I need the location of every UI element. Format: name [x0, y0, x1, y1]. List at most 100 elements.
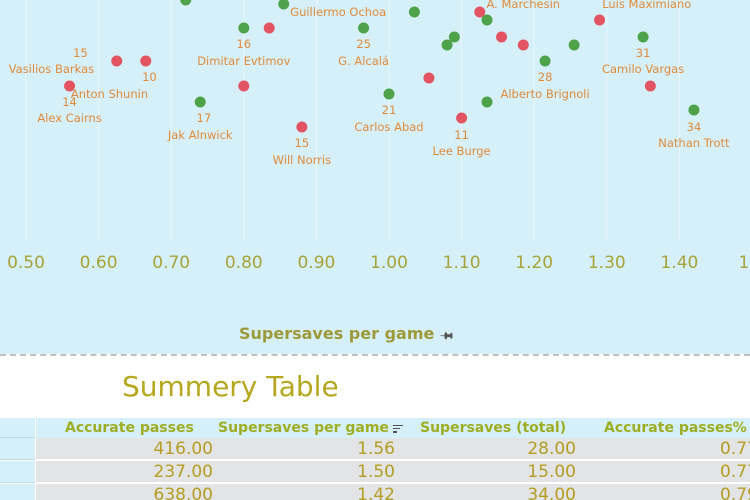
x-tick-label: 0.50	[7, 253, 45, 273]
point-label: Vasilios Barkas	[9, 62, 94, 76]
data-point-red[interactable]	[644, 80, 656, 92]
point-label: A. Marchesin	[487, 0, 561, 11]
cell-accurate-passes-pct: 0.79	[720, 485, 750, 500]
data-point-green[interactable]	[481, 14, 493, 26]
data-point-green[interactable]	[194, 96, 206, 108]
x-axis-ticks: 0.50 0.60 0.70 0.80 0.90 1.00 1.10 1.20 1.30 1.40…	[7, 253, 750, 273]
data-point-green[interactable]	[441, 39, 453, 51]
point-label: Carlos Abad	[354, 120, 423, 134]
data-point-red[interactable]	[456, 112, 468, 124]
summary-table-title: Summery Table	[122, 370, 339, 403]
cell-accurate-passes: 638.00	[153, 485, 213, 500]
data-point-red[interactable]	[496, 31, 508, 43]
cell-accurate-passes-pct: 0.77	[720, 439, 750, 459]
data-point-green[interactable]	[688, 104, 700, 116]
x-tick-label: 1.00	[370, 253, 408, 273]
data-point-green[interactable]	[539, 55, 551, 67]
point-label: 11	[454, 128, 469, 142]
point-label: Lee Burge	[433, 144, 491, 158]
data-point-green[interactable]	[358, 22, 370, 34]
header-supersaves-per-game-label: Supersaves per game	[218, 420, 389, 436]
x-axis-title: Supersaves per game 🖈	[239, 324, 457, 348]
data-point-red[interactable]	[474, 6, 486, 18]
point-label: 16	[236, 37, 251, 51]
cell-accurate-passes-pct: 0.77	[720, 462, 750, 482]
data-point-green[interactable]	[481, 96, 493, 108]
header-supersaves-total[interactable]: Supersaves (total)	[420, 420, 567, 436]
cell-supersaves-per-game: 1.56	[357, 439, 395, 459]
point-label: 15	[73, 46, 88, 60]
point-label: 15	[295, 136, 310, 150]
data-point-green[interactable]	[448, 31, 460, 43]
cell-supersaves-total: 15.00	[527, 462, 576, 482]
data-point-green[interactable]	[383, 88, 395, 100]
point-label: 31	[636, 46, 651, 60]
point-label: Anton Shunin	[71, 87, 148, 101]
data-point-green[interactable]	[180, 0, 192, 6]
scatter-plot-svg: 0.50 0.60 0.70 0.80 0.90 1.00 1.10 1.20 1.30 1.40…	[7, 0, 750, 273]
data-point-green[interactable]	[238, 22, 250, 34]
header-accurate-passes-pct[interactable]: Accurate passes%	[604, 420, 747, 436]
point-label: Nathan Trott	[658, 136, 730, 150]
cell-supersaves-per-game: 1.50	[357, 462, 395, 482]
data-point-red[interactable]	[594, 14, 606, 26]
point-label: 34	[687, 120, 702, 134]
data-point-red[interactable]	[140, 55, 152, 67]
point-label: 14	[62, 95, 77, 109]
row-header-cell	[0, 418, 35, 438]
data-point-red[interactable]	[296, 121, 308, 133]
point-label: Luis Maximiano	[602, 0, 691, 11]
cell-supersaves-per-game: 1.42	[357, 485, 395, 500]
x-tick-label: 1.20	[515, 253, 553, 273]
data-point-red[interactable]	[238, 80, 250, 92]
data-point-red[interactable]	[64, 80, 76, 92]
data-point-green[interactable]	[278, 0, 290, 10]
summary-table: Accurate passes Supersaves per game Supe…	[0, 418, 750, 500]
header-accurate-passes[interactable]: Accurate passes	[65, 420, 194, 436]
point-label: Will Norris	[273, 153, 331, 167]
cell-supersaves-total: 34.00	[527, 485, 576, 500]
point-label: 17	[197, 111, 212, 125]
grid-lines	[25, 0, 680, 240]
x-tick-label: 0.80	[225, 253, 263, 273]
table-row[interactable]: 237.00 1.50 15.00 0.77	[0, 461, 750, 483]
point-label: Jak Alnwick	[167, 128, 233, 142]
x-tick-label: 0.60	[80, 253, 118, 273]
point-label: 28	[538, 70, 553, 84]
cell-accurate-passes: 237.00	[153, 462, 213, 482]
sort-descending-icon[interactable]	[392, 423, 403, 433]
table-row[interactable]: 416.00 1.56 28.00 0.77	[0, 438, 750, 460]
x-tick-label: 0.70	[152, 253, 190, 273]
x-tick-label: 1.30	[588, 253, 626, 273]
x-tick-label: 0.90	[297, 253, 335, 273]
header-supersaves-per-game[interactable]: Supersaves per game	[218, 418, 403, 438]
scatter-chart: 0.50 0.60 0.70 0.80 0.90 1.00 1.10 1.20 1.30 1.40…	[0, 0, 750, 354]
cell-supersaves-total: 28.00	[527, 439, 576, 459]
table-row[interactable]: 638.00 1.42 34.00 0.79	[0, 484, 750, 500]
x-tick-label: 1.5	[738, 253, 750, 273]
point-label: Guillermo Ochoa	[290, 5, 386, 19]
point-label: Dimitar Evtimov	[197, 54, 290, 68]
data-point-green[interactable]	[408, 6, 420, 18]
point-label: 21	[382, 103, 397, 117]
data-point-red[interactable]	[423, 72, 435, 84]
data-point-red[interactable]	[263, 22, 275, 34]
section-divider	[0, 354, 750, 356]
point-label: Alex Cairns	[37, 111, 101, 125]
point-label: 25	[356, 37, 371, 51]
cell-accurate-passes: 416.00	[153, 439, 213, 459]
data-point-red[interactable]	[517, 39, 529, 51]
x-tick-label: 1.40	[660, 253, 698, 273]
data-point-green[interactable]	[568, 39, 580, 51]
x-axis-title-text: Supersaves per game	[239, 324, 435, 343]
table-header-row: Accurate passes Supersaves per game Supe…	[0, 418, 750, 438]
point-label: 10	[142, 70, 157, 84]
data-point-green[interactable]	[637, 31, 649, 43]
point-label: G. Alcalá	[338, 54, 389, 68]
point-label: Alberto Brignoli	[500, 87, 589, 101]
data-point-red[interactable]	[111, 55, 123, 67]
data-points	[64, 0, 700, 133]
x-tick-label: 1.10	[443, 253, 481, 273]
point-label: Camilo Vargas	[602, 62, 684, 76]
